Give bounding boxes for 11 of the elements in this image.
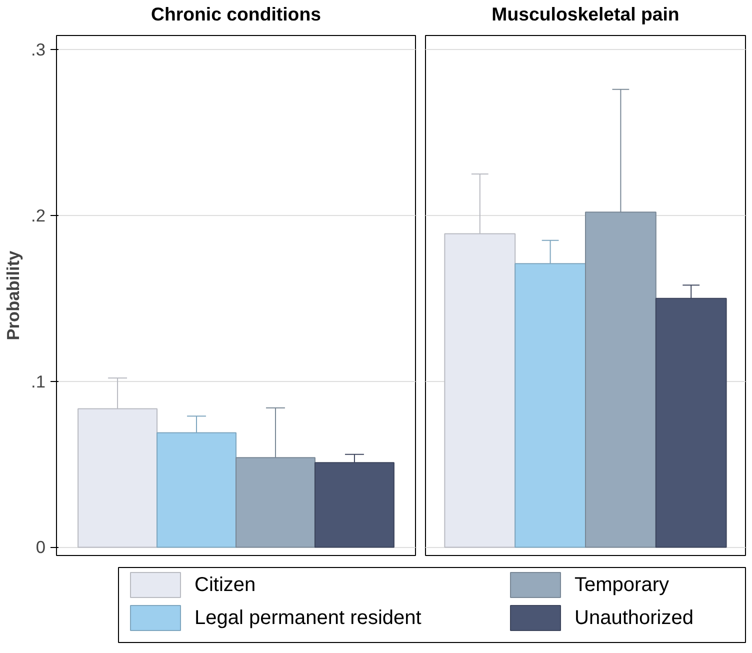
- y-tick-label: .1: [31, 371, 46, 392]
- legend-label: Temporary: [574, 574, 669, 596]
- y-tick-label: .3: [31, 40, 46, 60]
- x-tick-label: Chronic conditions: [151, 4, 321, 24]
- legend-label: Unauthorized: [574, 607, 694, 629]
- x-tick-label: Musculoskeletal pain: [492, 4, 680, 24]
- legend-label: Citizen: [194, 574, 256, 596]
- y-tick-label: 0: [36, 537, 46, 558]
- legend-label: Legal permanent resident: [194, 607, 422, 629]
- y-axis-title: Probability: [3, 250, 24, 340]
- y-tick-label: .2: [31, 205, 46, 226]
